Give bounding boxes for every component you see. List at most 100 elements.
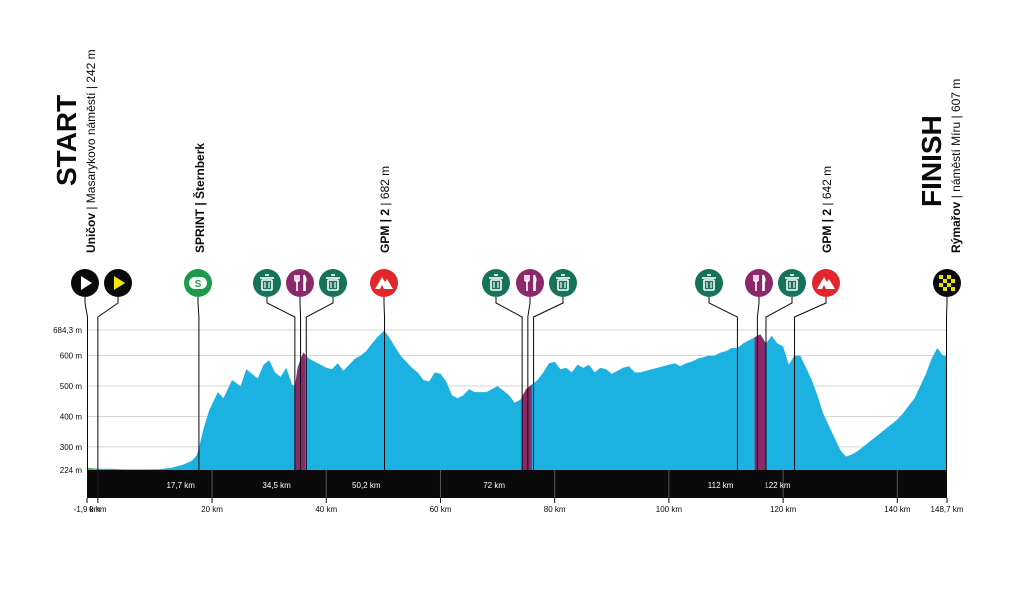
y-tick-label-2: 400 m	[60, 412, 83, 421]
official-start-leader	[97, 297, 119, 498]
marker-leaders	[84, 297, 948, 498]
feed-zone-icon	[286, 269, 314, 297]
band-label-3: 72 km	[483, 481, 505, 490]
waste-5-leader	[708, 297, 738, 498]
checker-0-3	[951, 275, 955, 279]
sprint-detail: | Šternberk	[192, 143, 207, 209]
x-tick-label-5: 80 km	[544, 505, 566, 514]
bin-body	[703, 279, 715, 291]
bin-body	[786, 279, 798, 291]
waste-5-circle	[695, 269, 723, 297]
band-label-1: 34,5 km	[262, 481, 291, 490]
feed-2-circle	[516, 269, 544, 297]
kom-2-leader	[794, 297, 827, 498]
mountain-notch	[822, 285, 826, 289]
x-tick-label-3: 40 km	[315, 505, 337, 514]
checker-2-2	[947, 283, 951, 287]
profile-area	[87, 330, 947, 470]
climb-segment-1	[294, 352, 306, 470]
waste-4-circle	[549, 269, 577, 297]
knife-shape	[762, 274, 766, 291]
kom2-bold: GPM | 2	[820, 209, 834, 253]
feed-2-leader	[527, 297, 531, 498]
finish-title: FINISH	[916, 115, 947, 207]
waste-1-leader	[266, 297, 296, 498]
bin-body	[490, 279, 502, 291]
x-tick-label-4: 60 km	[430, 505, 452, 514]
waste-4-leader	[533, 297, 564, 498]
finish-detail: | náměstí Míru | 607 m	[949, 79, 963, 202]
sprint-icon: S	[184, 269, 212, 297]
sprint-bold: SPRINT	[193, 208, 207, 253]
y-tick-label-3: 500 m	[60, 382, 83, 391]
waste-zone-icon	[319, 269, 347, 297]
band-label-0: 17,7 km	[166, 481, 195, 490]
bin-body	[327, 279, 339, 291]
start-title: START	[51, 95, 82, 186]
kom-1-leader	[383, 297, 386, 498]
sprint-letter: S	[195, 279, 202, 290]
waste-zone-icon	[549, 269, 577, 297]
climb-segment-3	[754, 334, 766, 470]
checker-1-2	[947, 279, 951, 283]
bin-body	[261, 279, 273, 291]
start-place: Uničov	[84, 213, 98, 253]
x-tick-label-2: 20 km	[201, 505, 223, 514]
elevation-area	[87, 330, 947, 470]
finish-label: Rýmařov | náměstí Míru | 607 m	[949, 79, 963, 253]
feed-3-circle	[745, 269, 773, 297]
mountain-notch	[380, 285, 384, 289]
x-tick-label-7: 120 km	[770, 505, 797, 514]
checker-0-2	[947, 275, 951, 279]
sprint-label: SPRINT | Šternberk	[192, 143, 207, 253]
kom2-detail: | 642 m	[820, 166, 834, 209]
band-label-5: 122 km	[764, 481, 791, 490]
waste-zone-icon	[482, 269, 510, 297]
fork-shape	[753, 275, 759, 291]
feed-zone-icon	[745, 269, 773, 297]
checker-1-3	[951, 279, 955, 283]
feed-1-leader	[299, 297, 302, 498]
start-detail: | Masarykovo náměstí | 242 m	[84, 49, 98, 213]
kom-icon	[812, 269, 840, 297]
checker-3-0	[939, 287, 943, 291]
checker-1-0	[939, 279, 943, 283]
official-start-triangle	[114, 276, 125, 290]
distance-band-bar	[87, 470, 947, 498]
y-axis-ticks: 224 m 300 m 400 m 500 m 600 m 684,3 m	[53, 326, 82, 475]
marker-icons: S	[71, 269, 961, 297]
mountain-shape	[375, 277, 393, 289]
checker-0-1	[943, 275, 947, 279]
distance-band: 17,7 km 34,5 km 50,2 km 72 km 112 km 122 km	[87, 470, 947, 498]
start-flag-leader	[84, 297, 88, 470]
checker-2-0	[939, 283, 943, 287]
waste-2-leader	[305, 297, 334, 498]
waste-2-circle	[319, 269, 347, 297]
band-label-4: 112 km	[708, 481, 734, 490]
sprint-leader	[197, 297, 200, 498]
waste-zone-icon	[778, 269, 806, 297]
neutral-start-area	[87, 467, 98, 470]
official-start-icon	[104, 269, 132, 297]
waste-zone-icon	[695, 269, 723, 297]
band-label-2: 50,2 km	[352, 481, 381, 490]
finish-leader	[946, 297, 948, 498]
x-tick-label-0: -1,9 km	[74, 505, 101, 514]
fork-shape	[294, 275, 300, 291]
finish-flag-icon	[933, 269, 961, 297]
finish-place: Rýmařov	[949, 201, 963, 253]
kom2-label: GPM | 2 | 642 m	[820, 166, 834, 253]
checker-2-1	[943, 283, 947, 287]
x-tick-label-8: 140 km	[884, 505, 911, 514]
x-tick-label-9: 148,7 km	[931, 505, 964, 514]
kom1-bold: GPM | 2	[378, 209, 392, 253]
start-label: Uničov | Masarykovo náměstí | 242 m	[84, 49, 98, 253]
feed-3-leader	[756, 297, 760, 498]
start-flag-icon	[71, 269, 99, 297]
sprint-pill	[189, 277, 207, 289]
x-axis-ticks: -1,9 km0 km 20 km 40 km 60 km 80 km 100 km 120…	[74, 498, 964, 514]
waste-3-leader	[495, 297, 523, 498]
checker-1-1	[943, 279, 947, 283]
